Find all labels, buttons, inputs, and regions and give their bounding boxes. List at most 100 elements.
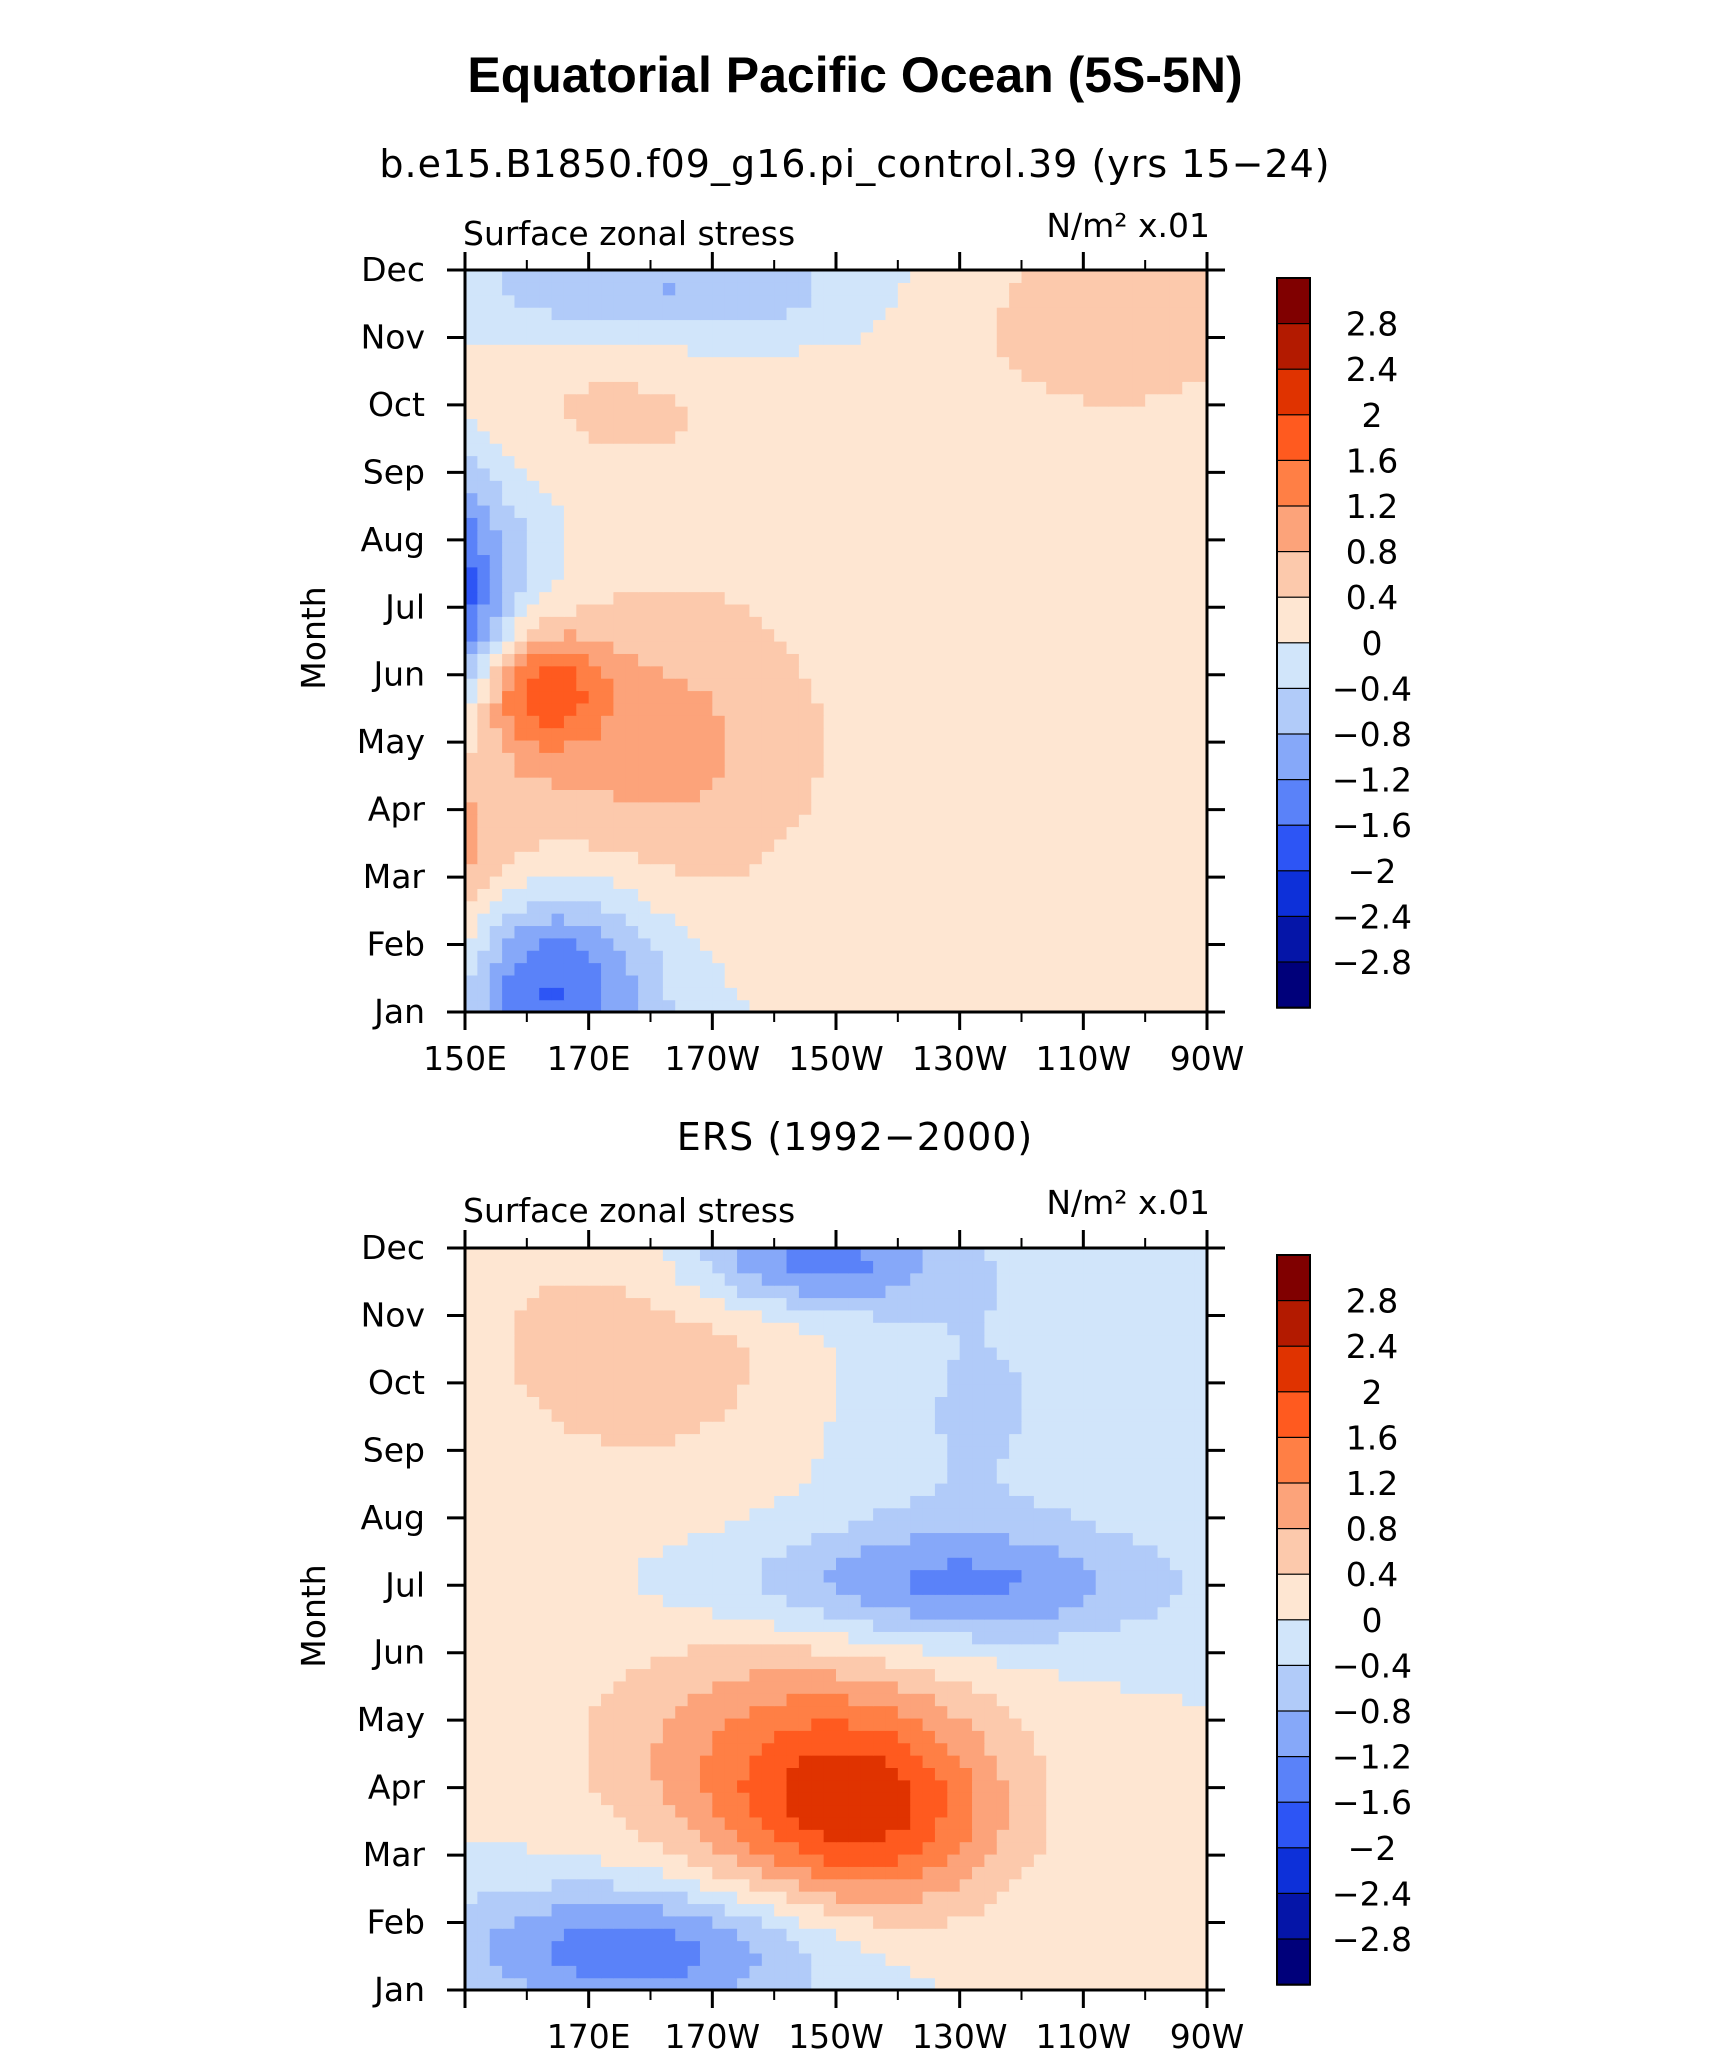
heatmap-cell bbox=[1021, 925, 1035, 939]
heatmap-cell bbox=[737, 863, 751, 877]
heatmap-cell bbox=[638, 591, 652, 605]
heatmap-cell bbox=[1070, 492, 1084, 506]
heatmap-cell bbox=[959, 628, 973, 642]
heatmap-cell bbox=[836, 344, 849, 358]
heatmap-cell bbox=[1033, 467, 1047, 481]
heatmap-cell bbox=[823, 764, 837, 778]
heatmap-cell bbox=[1157, 294, 1171, 308]
heatmap-cell bbox=[613, 690, 627, 704]
heatmap-cell bbox=[823, 826, 837, 840]
heatmap-cell bbox=[786, 430, 800, 444]
heatmap-cell bbox=[712, 480, 726, 494]
heatmap-cell bbox=[1157, 492, 1171, 506]
heatmap-cell bbox=[1145, 467, 1159, 481]
heatmap-cell bbox=[996, 319, 1010, 333]
heatmap-cell bbox=[662, 1792, 676, 1806]
heatmap-cell bbox=[761, 393, 775, 407]
heatmap-cell bbox=[477, 542, 491, 556]
heatmap-cell bbox=[576, 665, 590, 679]
heatmap-cell bbox=[662, 356, 676, 370]
heatmap-cell bbox=[996, 1792, 1010, 1806]
heatmap-cell bbox=[601, 727, 614, 741]
heatmap-cell bbox=[563, 690, 577, 704]
heatmap-cell bbox=[972, 987, 985, 1001]
heatmap-cell bbox=[477, 331, 491, 345]
heatmap-cell bbox=[1108, 814, 1122, 828]
heatmap-cell bbox=[724, 814, 738, 828]
heatmap-cell bbox=[910, 851, 924, 865]
heatmap-cell bbox=[588, 579, 602, 593]
heatmap-cell bbox=[848, 950, 862, 964]
heatmap-cell bbox=[502, 801, 516, 815]
heatmap-cell bbox=[959, 665, 973, 679]
heatmap-cell bbox=[761, 542, 775, 556]
heatmap-cell bbox=[1182, 319, 1196, 333]
heatmap-cell bbox=[860, 542, 874, 556]
heatmap-cell bbox=[1194, 282, 1208, 296]
heatmap-cell bbox=[1120, 1866, 1134, 1880]
heatmap-cell bbox=[774, 1891, 788, 1905]
heatmap-cell bbox=[662, 678, 676, 692]
heatmap-cell bbox=[860, 999, 874, 1013]
heatmap-cell bbox=[650, 294, 664, 308]
heatmap-cell bbox=[613, 381, 627, 395]
heatmap-cell bbox=[724, 678, 738, 692]
heatmap-cell bbox=[798, 443, 812, 457]
heatmap-cell bbox=[836, 764, 849, 778]
heatmap-cell bbox=[1157, 1940, 1171, 1954]
heatmap-cell bbox=[1046, 517, 1060, 531]
heatmap-cell bbox=[1021, 492, 1035, 506]
heatmap-cell bbox=[1108, 641, 1122, 654]
heatmap-cell bbox=[526, 826, 540, 840]
heatmap-cell bbox=[1108, 1891, 1122, 1905]
heatmap-cell bbox=[625, 1891, 639, 1905]
heatmap-cell bbox=[774, 1816, 788, 1830]
heatmap-cell bbox=[625, 418, 639, 432]
heatmap-cell bbox=[1120, 888, 1134, 902]
heatmap-cell bbox=[761, 913, 775, 927]
heatmap-cell bbox=[959, 987, 973, 1001]
heatmap-cell bbox=[798, 430, 812, 444]
heatmap-cell bbox=[712, 1755, 726, 1768]
heatmap-cell bbox=[699, 467, 713, 481]
heatmap-cell bbox=[934, 702, 948, 716]
heatmap-cell bbox=[1009, 1767, 1023, 1781]
heatmap-cell bbox=[601, 331, 614, 345]
heatmap-cell bbox=[1194, 814, 1208, 828]
heatmap-cell bbox=[922, 937, 936, 951]
heatmap-cell bbox=[514, 925, 528, 939]
heatmap-cell bbox=[910, 591, 924, 605]
heatmap-cell bbox=[1070, 665, 1084, 679]
heatmap-cell bbox=[712, 1928, 726, 1942]
heatmap-cell bbox=[749, 1841, 763, 1855]
heatmap-cell bbox=[1169, 665, 1183, 679]
heatmap-cell bbox=[1058, 1853, 1072, 1867]
heatmap-cell bbox=[1157, 381, 1171, 395]
heatmap-cell bbox=[836, 1977, 849, 1991]
heatmap-cell bbox=[551, 937, 565, 951]
heatmap-cell bbox=[885, 1915, 899, 1929]
heatmap-cell bbox=[848, 591, 862, 605]
heatmap-cell bbox=[860, 603, 874, 617]
heatmap-cell bbox=[1009, 987, 1023, 1001]
heatmap-cell bbox=[1120, 925, 1134, 939]
heatmap-cell bbox=[465, 1816, 478, 1830]
heatmap-cell bbox=[1182, 739, 1196, 753]
heatmap-cell bbox=[650, 925, 664, 939]
heatmap-cell bbox=[1021, 1903, 1035, 1917]
heatmap-cell bbox=[972, 1903, 985, 1917]
heatmap-cell bbox=[860, 1767, 874, 1781]
heatmap-cell bbox=[761, 987, 775, 1001]
heatmap-cell bbox=[502, 863, 516, 877]
heatmap-cell bbox=[1021, 381, 1035, 395]
heatmap-cell bbox=[1083, 1915, 1097, 1929]
heatmap-cell bbox=[1009, 467, 1023, 481]
y-tick-label: Dec bbox=[361, 250, 425, 289]
heatmap-cell bbox=[1095, 826, 1109, 840]
heatmap-cell bbox=[576, 1903, 590, 1917]
heatmap-cell bbox=[774, 504, 788, 518]
heatmap-cell bbox=[761, 1866, 775, 1880]
heatmap-cell bbox=[972, 1928, 985, 1942]
heatmap-cell bbox=[477, 814, 491, 828]
heatmap-cell bbox=[526, 270, 540, 283]
